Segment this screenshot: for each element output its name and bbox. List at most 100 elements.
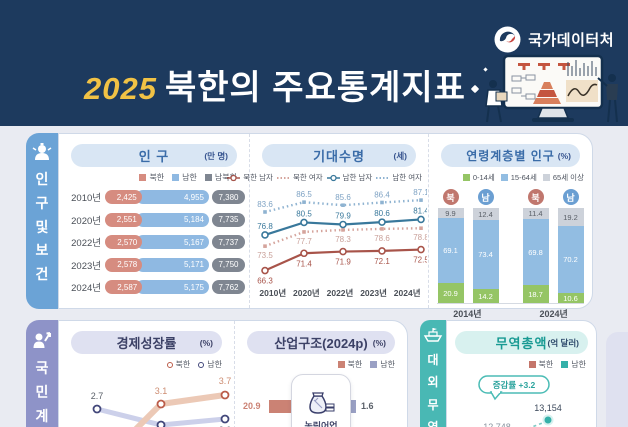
line-circle-marker-icon <box>326 174 340 181</box>
north-bar: 2,587 <box>105 280 143 294</box>
panel-trade-header: 무역총액 (억 달러) <box>455 331 588 354</box>
svg-text:78.3: 78.3 <box>335 235 351 244</box>
south-value: 1.6 <box>361 401 374 411</box>
page-title: 2025 북한의 주요통계지표 <box>60 60 490 109</box>
total-badge: 7,750 <box>212 257 245 272</box>
svg-text:73.5: 73.5 <box>257 251 273 260</box>
svg-text:72.5: 72.5 <box>413 256 427 265</box>
title-text: 북한의 주요통계지표 <box>165 69 466 107</box>
svg-text:증감률 +3.2: 증감률 +3.2 <box>493 380 536 390</box>
svg-text:85.6: 85.6 <box>335 193 351 202</box>
population-row: 2020년 2,551 5,184 7,735 <box>65 212 245 227</box>
panel-unit: (만 명) <box>204 150 228 161</box>
sidebar-char: 외 <box>427 375 439 390</box>
panel-econ-header: 경제성장률 (%) <box>71 331 222 354</box>
population-legend: 북한 남한 남북한 <box>71 172 237 183</box>
sidebar-char: 민 <box>35 383 49 400</box>
trade-volume-svg: 증감률 +3.2 13,154 12,748 <box>478 375 562 427</box>
panel-unit: (세) <box>393 150 407 161</box>
life-x-axis: 2010년 2020년 2022년 2023년 2024년 <box>259 288 421 298</box>
north-bar: 2,425 <box>105 190 142 204</box>
person-right <box>597 74 618 123</box>
svg-text:72.1: 72.1 <box>374 257 390 266</box>
north-bar: 2,570 <box>105 235 143 249</box>
sidebar-char: 국 <box>35 360 49 376</box>
svg-text:80.6: 80.6 <box>374 209 390 218</box>
panel-unit: (%) <box>199 337 213 348</box>
panel-economic-growth: 경제성장률 (%) 북한 남한 2.7 3.1 3.7 <box>59 321 234 427</box>
svg-text:87.1: 87.1 <box>413 188 427 197</box>
age-x-axis: 2014년 2024년 <box>437 303 584 320</box>
age-group-2024: 북 11.4 69.8 18.7 남 19.2 70.2 10.6 <box>522 189 584 303</box>
svg-text:3.1: 3.1 <box>155 386 168 396</box>
person-growth-icon <box>33 332 51 348</box>
trade-legend: 북한 남한 <box>457 359 586 370</box>
age-col-north: 북 9.9 69.1 20.9 <box>437 189 464 303</box>
header-bar: 국가데이터처 2025 북한의 주요통계지표 <box>0 0 628 126</box>
panel-title: 기대수명 <box>313 149 365 164</box>
industry-category-box: 농림어업 <box>291 374 351 427</box>
south-bar: 5,175 <box>136 280 209 294</box>
age-columns: 북 9.9 69.1 20.9 남 12.4 73.4 14.2 <box>429 189 592 303</box>
panel-industry-header: 산업구조(2024p) (%) <box>247 331 395 354</box>
sidebar-char: 대 <box>427 353 439 367</box>
population-row: 2024년 2,587 5,175 7,762 <box>65 280 245 294</box>
section-national-accounts: 국 민 계 경제성장률 (%) 북한 남한 <box>26 320 597 427</box>
south-bar: 5,167 <box>136 235 209 249</box>
panel-unit: (억 달러) <box>547 337 579 348</box>
svg-text:79.9: 79.9 <box>335 211 351 220</box>
north-bar: 2,578 <box>105 257 143 272</box>
sidebar-char: 보 <box>35 242 49 259</box>
sidebar-foreign-trade: 대 외 무 역 <box>420 320 446 427</box>
ship-icon <box>423 328 443 342</box>
econ-growth-svg: 2.7 3.1 3.7 1.6 2.0 <box>91 376 232 427</box>
panel-population: 인 구 (만 명) 북한 남한 남북한 2010년 2,425 4,955 7,… <box>59 134 249 308</box>
svg-text:12,748: 12,748 <box>483 422 511 427</box>
population-row: 2023년 2,578 5,171 7,750 <box>65 257 245 272</box>
panel-unit: (%) <box>372 337 386 348</box>
age-group-2014: 북 9.9 69.1 20.9 남 12.4 73.4 14.2 <box>437 189 499 303</box>
panel-age-header: 연령계층별 인구 (%) <box>441 144 580 167</box>
total-badge: 7,735 <box>212 212 245 227</box>
panel-title: 인 구 <box>138 149 170 164</box>
next-section-fragment <box>606 332 628 427</box>
line-circle-marker-icon <box>227 174 241 181</box>
sidebar-char: 및 <box>35 218 49 235</box>
panel-title: 경제성장률 <box>116 336 177 351</box>
svg-text:81.4: 81.4 <box>413 206 427 215</box>
svg-text:83.6: 83.6 <box>257 200 273 209</box>
svg-text:80.5: 80.5 <box>296 209 312 218</box>
svg-text:2.0: 2.0 <box>219 425 232 427</box>
industry-legend: 북한 남한 <box>247 359 395 370</box>
svg-text:86.5: 86.5 <box>296 190 312 199</box>
svg-text:3.7: 3.7 <box>219 376 232 386</box>
panel-life-expectancy: 기대수명 (세) 북한 남자 북한 여자 남한 남자 남 <box>227 134 428 308</box>
panel-industry-structure: 산업구조(2024p) (%) 북한 남한 20.9 1.6 <box>234 321 407 427</box>
north-bar: 2,551 <box>105 212 142 227</box>
south-bar: 5,171 <box>136 257 209 272</box>
person-left <box>485 80 508 123</box>
age-col-north: 북 11.4 69.8 18.7 <box>522 189 549 303</box>
card-foreign-trade: 무역총액 (억 달러) 북한 남한 증감률 +3.2 13,154 12,748 <box>446 320 597 427</box>
panel-title: 연령계층별 인구 <box>466 149 555 163</box>
total-badge: 7,380 <box>212 190 245 204</box>
total-badge: 7,762 <box>212 280 245 294</box>
title-year: 2025 <box>84 71 157 106</box>
life-expectancy-svg: 83.6 86.5 85.6 86.4 87.1 73.5 77.7 78.3 78.6 78.8… <box>257 188 427 285</box>
south-bar: 5,184 <box>135 212 209 227</box>
panel-life-header: 기대수명 (세) <box>262 144 416 167</box>
svg-text:13,154: 13,154 <box>534 403 562 413</box>
life-legend: 북한 남자 북한 여자 남한 남자 남한 여자 <box>227 172 422 183</box>
age-col-south: 남 12.4 73.4 14.2 <box>472 189 499 303</box>
card-national-accounts: 경제성장률 (%) 북한 남한 2.7 3.1 3.7 <box>58 320 408 427</box>
dotted-line-marker-icon <box>376 176 390 179</box>
south-bar <box>347 400 356 413</box>
agency-logo: 국가데이터처 <box>494 26 614 53</box>
sidebar-char: 계 <box>35 407 49 424</box>
econ-legend: 북한 남한 <box>71 359 222 370</box>
svg-text:71.9: 71.9 <box>335 258 351 267</box>
svg-text:86.4: 86.4 <box>374 190 390 199</box>
svg-text:76.8: 76.8 <box>257 222 273 231</box>
sidebar-char: 인 <box>35 171 49 187</box>
